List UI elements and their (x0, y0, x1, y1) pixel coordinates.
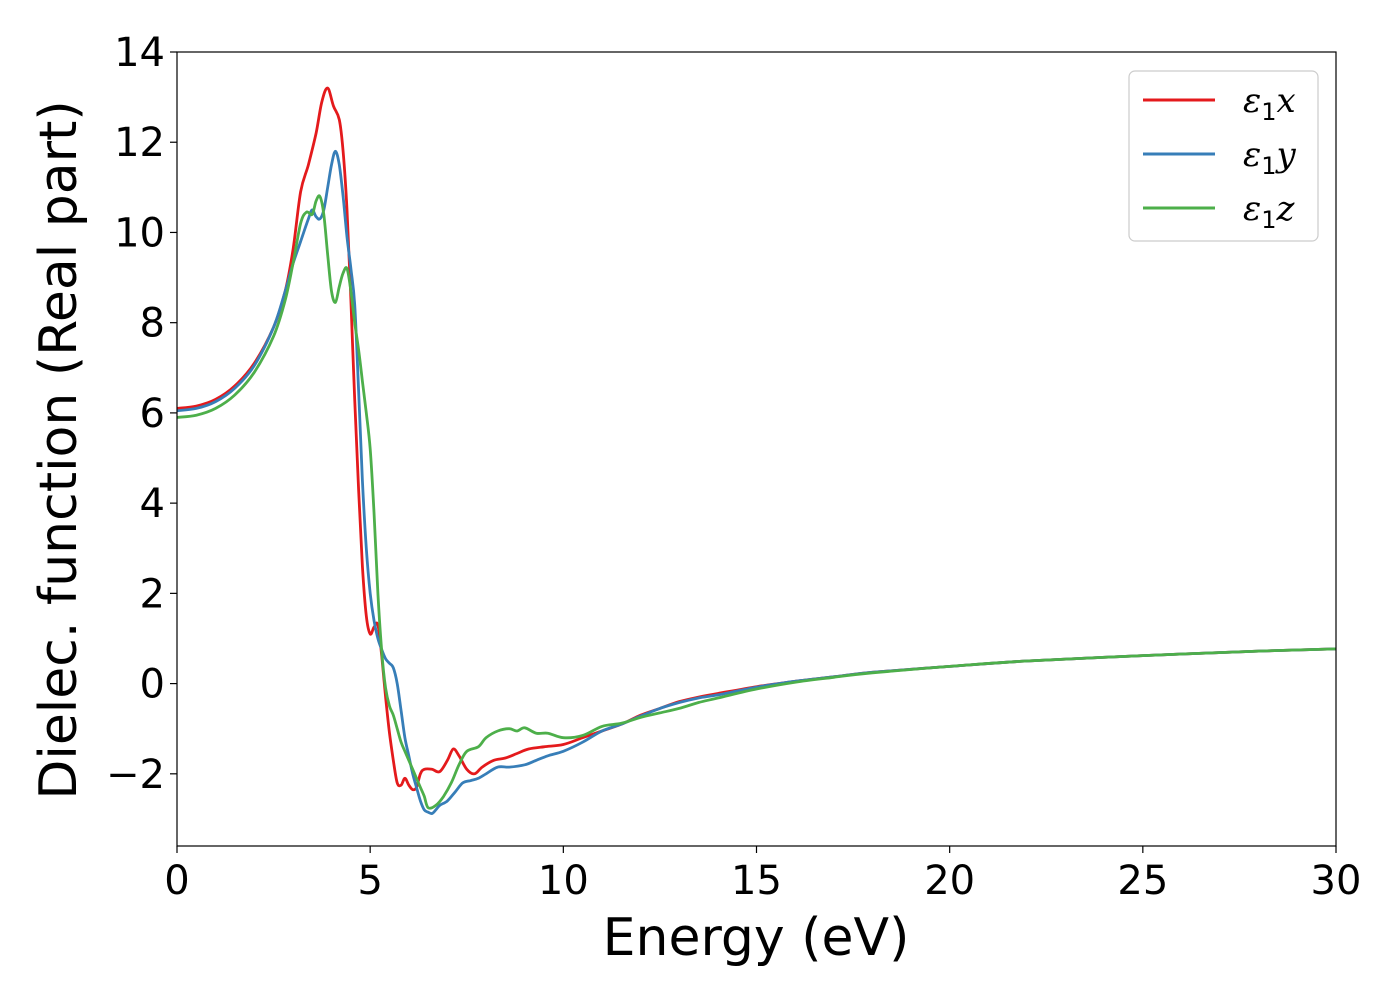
x-tick-label: 5 (357, 858, 382, 904)
y-tick-label: −2 (106, 752, 165, 798)
legend-label-y: ε1y (1243, 135, 1297, 180)
x-tick-label: 10 (538, 858, 589, 904)
x-tick-label: 15 (731, 858, 782, 904)
x-tick-label: 25 (1117, 858, 1168, 904)
x-axis-label: Energy (eV) (603, 908, 910, 968)
y-tick-label: 0 (140, 662, 165, 708)
y-axis-ticks: −2 0 2 4 6 8 10 12 14 (106, 30, 177, 798)
x-axis-ticks: 0 5 10 15 20 25 30 (164, 846, 1361, 904)
legend-box (1128, 70, 1319, 242)
x-tick-label: 30 (1311, 858, 1362, 904)
y-tick-label: 6 (140, 391, 165, 437)
series-line-z (177, 194, 1336, 810)
y-tick-label: 14 (114, 30, 165, 76)
series-line-y (177, 149, 1336, 815)
y-tick-label: 10 (114, 210, 165, 256)
y-axis-label: Dielec. function (Real part) (29, 100, 89, 799)
y-tick-label: 12 (114, 120, 165, 166)
legend: ε1x ε1y ε1z (1128, 70, 1319, 242)
legend-label-x: ε1x (1243, 81, 1296, 126)
y-tick-label: 4 (140, 481, 165, 527)
y-tick-label: 8 (140, 301, 165, 347)
y-tick-label: 2 (140, 571, 165, 617)
legend-label-z: ε1z (1243, 189, 1296, 234)
x-tick-label: 20 (924, 858, 975, 904)
x-tick-label: 0 (164, 858, 189, 904)
